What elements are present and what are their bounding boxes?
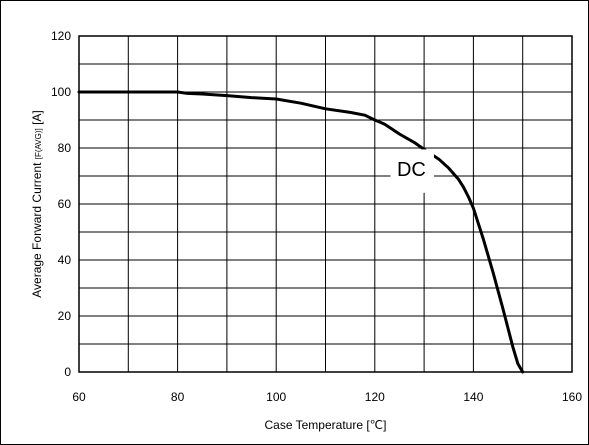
y-tick-label: 40 <box>58 253 72 267</box>
x-tick-label: 160 <box>562 390 582 404</box>
y-axis-label: Average Forward Current [F(AVG)] [A] <box>30 110 44 298</box>
y-tick-label: 80 <box>58 141 72 155</box>
x-tick-label: 140 <box>463 390 483 404</box>
y-axis-label-unit: [A] <box>30 110 44 125</box>
annotation-dc: DC <box>397 159 426 181</box>
y-tick-label: 120 <box>51 29 71 43</box>
y-tick-label: 20 <box>58 309 72 323</box>
y-axis-label-main: Average Forward Current <box>30 162 44 298</box>
x-tick-label: 80 <box>171 390 185 404</box>
x-axis-label: Case Temperature [℃] <box>265 418 387 432</box>
x-tick-label: 120 <box>365 390 385 404</box>
y-tick-label: 60 <box>58 197 72 211</box>
x-tick-label: 100 <box>266 390 286 404</box>
y-axis-label-sub: [F(AVG)] <box>34 128 43 159</box>
y-tick-label: 0 <box>64 365 71 379</box>
plot-area-border <box>78 35 573 373</box>
y-tick-label: 100 <box>51 85 71 99</box>
x-tick-label: 60 <box>72 390 86 404</box>
series-line <box>77 90 525 374</box>
